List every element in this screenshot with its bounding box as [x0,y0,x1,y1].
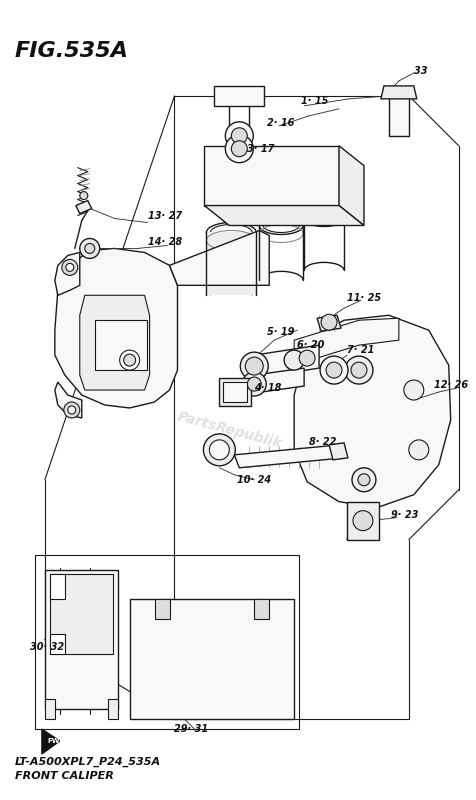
Polygon shape [381,86,417,99]
Text: 1· 15: 1· 15 [301,96,328,106]
Polygon shape [294,318,399,365]
Circle shape [320,356,348,384]
Text: PartsRepublik: PartsRepublik [175,409,283,450]
Polygon shape [347,502,379,539]
Circle shape [225,134,253,162]
Polygon shape [207,233,256,295]
Polygon shape [45,570,118,709]
Polygon shape [155,599,169,619]
Circle shape [352,468,376,492]
Text: 4· 18: 4· 18 [254,383,282,393]
Polygon shape [204,206,364,226]
Circle shape [358,474,370,486]
Circle shape [231,128,248,144]
Circle shape [345,356,373,384]
Polygon shape [389,96,409,136]
Polygon shape [339,146,364,226]
Bar [223,382,248,402]
Text: 10· 24: 10· 24 [238,474,271,485]
Polygon shape [294,315,451,508]
Polygon shape [317,315,341,331]
Polygon shape [169,230,269,286]
Circle shape [124,354,136,366]
Circle shape [85,243,95,254]
Circle shape [353,510,373,530]
Text: FRONT CALIPER: FRONT CALIPER [15,771,114,781]
Polygon shape [108,699,118,719]
Text: 12· 26: 12· 26 [434,380,468,390]
Polygon shape [42,729,60,754]
Polygon shape [80,295,149,390]
Polygon shape [204,146,339,206]
Polygon shape [254,599,269,619]
Text: 33: 33 [414,66,427,76]
Circle shape [351,362,367,378]
Circle shape [225,122,253,150]
Text: FIG.535A: FIG.535A [15,41,129,61]
Circle shape [284,350,304,370]
Polygon shape [329,443,348,460]
Polygon shape [50,634,65,654]
Text: 3· 17: 3· 17 [248,144,275,154]
Circle shape [231,141,248,157]
Circle shape [80,238,99,258]
Polygon shape [55,249,178,408]
Bar [219,378,251,406]
Circle shape [248,377,261,391]
Text: 30· 32: 30· 32 [30,642,64,652]
Text: 13· 27: 13· 27 [148,210,182,221]
Circle shape [66,263,74,271]
Circle shape [119,350,139,370]
Polygon shape [50,574,65,599]
Circle shape [240,352,268,380]
Circle shape [203,434,235,466]
Text: 6· 20: 6· 20 [297,340,325,350]
Polygon shape [45,699,55,719]
Circle shape [68,406,76,414]
Text: LT-A500XPL7_P24_535A: LT-A500XPL7_P24_535A [15,757,161,767]
Text: 8· 22: 8· 22 [309,437,337,447]
Circle shape [326,362,342,378]
Text: 7· 21: 7· 21 [347,345,375,355]
Polygon shape [55,253,80,295]
Circle shape [62,259,78,275]
Text: 29· 31: 29· 31 [175,724,208,734]
Polygon shape [50,574,113,654]
Polygon shape [76,201,92,214]
Circle shape [299,350,315,366]
Polygon shape [254,345,319,378]
Circle shape [80,191,88,199]
Bar [214,86,264,106]
Text: 2· 16: 2· 16 [267,118,295,128]
Circle shape [409,440,429,460]
Text: 14· 28: 14· 28 [148,238,182,247]
Polygon shape [129,599,294,719]
Circle shape [321,314,337,330]
Polygon shape [234,445,344,468]
Text: FWD: FWD [48,738,66,744]
Circle shape [404,380,424,400]
Text: 9· 23: 9· 23 [391,510,418,520]
Circle shape [209,440,229,460]
Circle shape [245,357,263,375]
Bar [95,320,147,370]
Polygon shape [55,382,82,418]
Circle shape [64,402,80,418]
Text: 5· 19: 5· 19 [267,327,295,337]
Circle shape [242,372,266,396]
Polygon shape [254,368,304,393]
Text: 11· 25: 11· 25 [347,294,381,303]
